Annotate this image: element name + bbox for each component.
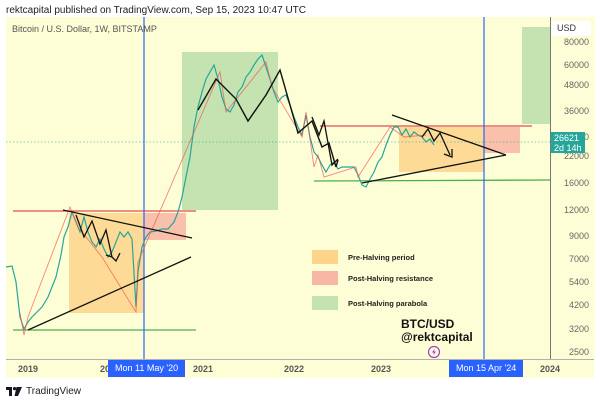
watermark-title: BTC/USD — [401, 317, 455, 331]
last-price: 26621 — [554, 133, 580, 143]
price-tick: 80000 — [563, 37, 589, 47]
price-tick: 22000 — [563, 151, 589, 161]
price-tick: 36000 — [563, 106, 589, 116]
pre-halving-zone-2023 — [399, 127, 484, 172]
halving-date-tag-2020: Mon 11 May '20 — [108, 360, 186, 377]
price-tick: 3200 — [568, 324, 589, 334]
time-tick: 2023 — [370, 364, 392, 374]
legend-label: Pre-Halving period — [348, 252, 415, 262]
legend-item-post-halving-parabola: Post-Halving parabola — [312, 296, 427, 310]
price-tick: 9000 — [568, 231, 589, 241]
price-tick: 5400 — [568, 277, 589, 287]
tradingview-brand: TradingView — [26, 386, 82, 397]
legend-label: Post-Halving parabola — [348, 298, 428, 308]
legend-swatch — [312, 250, 338, 264]
post-halving-resistance-zone-2024 — [484, 127, 520, 153]
tradingview-logo[interactable]: TradingView — [6, 386, 81, 397]
legend-swatch — [312, 271, 338, 285]
bar-countdown: 2d 14h — [554, 143, 582, 153]
post-halving-parabola-zone-2020 — [182, 52, 278, 210]
chart-pane[interactable]: Bitcoin / U.S. Dollar, 1W, BITSTAMP Pre-… — [6, 17, 550, 359]
legend-swatch — [312, 296, 338, 310]
time-tick: 2019 — [17, 364, 39, 374]
time-tick: 2024 — [539, 364, 561, 374]
price-tick: 7000 — [568, 254, 589, 264]
time-tick: 2022 — [283, 364, 305, 374]
price-tick: 48000 — [563, 80, 589, 90]
price-tick: 60000 — [563, 60, 589, 70]
watermark: BTC/USD @rektcapital — [401, 318, 473, 362]
legend-label: Post-Halving resistance — [348, 273, 434, 283]
legend-item-pre-halving: Pre-Halving period — [312, 250, 415, 264]
price-axis[interactable]: 80000 60000 48000 36000 28000 22000 1600… — [550, 17, 595, 359]
chart-canvas — [6, 17, 550, 359]
currency-button[interactable]: USD — [551, 21, 591, 36]
time-tick: 2021 — [192, 364, 214, 374]
halving-date-tag-2024: Mon 15 Apr '24 — [449, 360, 524, 377]
last-price-tag: 26621 2d 14h — [551, 132, 585, 153]
time-axis[interactable]: 2019 2020 2021 2022 2023 2024 Mon 11 May… — [6, 359, 594, 378]
price-tick: 2500 — [568, 347, 589, 357]
post-halving-parabola-zone-2024 — [522, 27, 550, 124]
tradingview-logo-icon — [6, 387, 22, 396]
watermark-author: @rektcapital — [401, 330, 473, 344]
lightning-icon — [427, 345, 441, 359]
price-tick: 16000 — [563, 178, 589, 188]
price-tick: 4200 — [568, 300, 589, 310]
legend-item-post-halving-resistance: Post-Halving resistance — [312, 271, 433, 285]
price-tick: 12000 — [563, 205, 589, 215]
published-caption: rektcapital published on TradingView.com… — [6, 5, 306, 16]
symbol-title: Bitcoin / U.S. Dollar, 1W, BITSTAMP — [12, 24, 157, 34]
